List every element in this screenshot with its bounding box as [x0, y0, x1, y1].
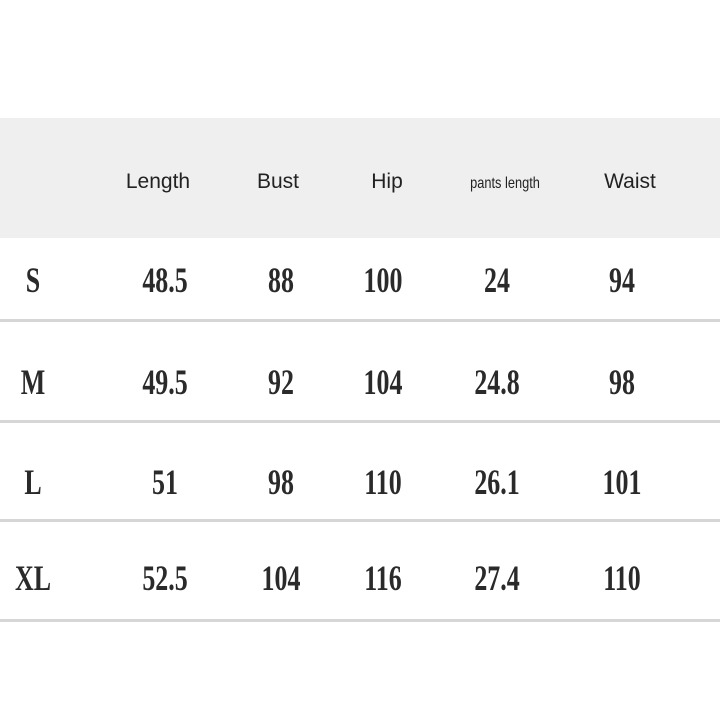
cell-pants-length: 27.4	[474, 558, 520, 598]
cell-length: 51	[152, 462, 178, 502]
cell-size: M	[20, 362, 46, 402]
cell-waist: 101	[602, 462, 642, 502]
cell-pants-length: 24.8	[474, 362, 520, 402]
cell-size: XL	[14, 558, 52, 598]
cell-hip: 104	[363, 362, 403, 402]
header-pants-length: pants length	[470, 175, 540, 192]
cell-hip: 100	[363, 260, 403, 300]
cell-pants-length: 26.1	[474, 462, 520, 502]
header-bust: Bust	[256, 170, 300, 193]
cell-length: 52.5	[142, 558, 188, 598]
cell-length: 49.5	[142, 362, 188, 402]
cell-hip: 110	[364, 462, 402, 502]
header-hip: Hip	[371, 170, 403, 193]
row-divider	[0, 319, 720, 322]
cell-length: 48.5	[142, 260, 188, 300]
cell-bust: 88	[268, 260, 294, 300]
cell-size: S	[25, 260, 41, 300]
cell-hip: 116	[364, 558, 402, 598]
header-length: Length	[125, 170, 191, 193]
cell-size: L	[24, 462, 42, 502]
header-waist: Waist	[604, 170, 656, 193]
cell-bust: 92	[268, 362, 294, 402]
cell-pants-length: 24	[484, 260, 510, 300]
cell-bust: 104	[261, 558, 301, 598]
cell-waist: 94	[609, 260, 635, 300]
table-header	[0, 118, 720, 238]
cell-bust: 98	[268, 462, 294, 502]
row-divider	[0, 619, 720, 622]
row-divider	[0, 519, 720, 522]
cell-waist: 110	[603, 558, 641, 598]
cell-waist: 98	[609, 362, 635, 402]
row-divider	[0, 420, 720, 423]
